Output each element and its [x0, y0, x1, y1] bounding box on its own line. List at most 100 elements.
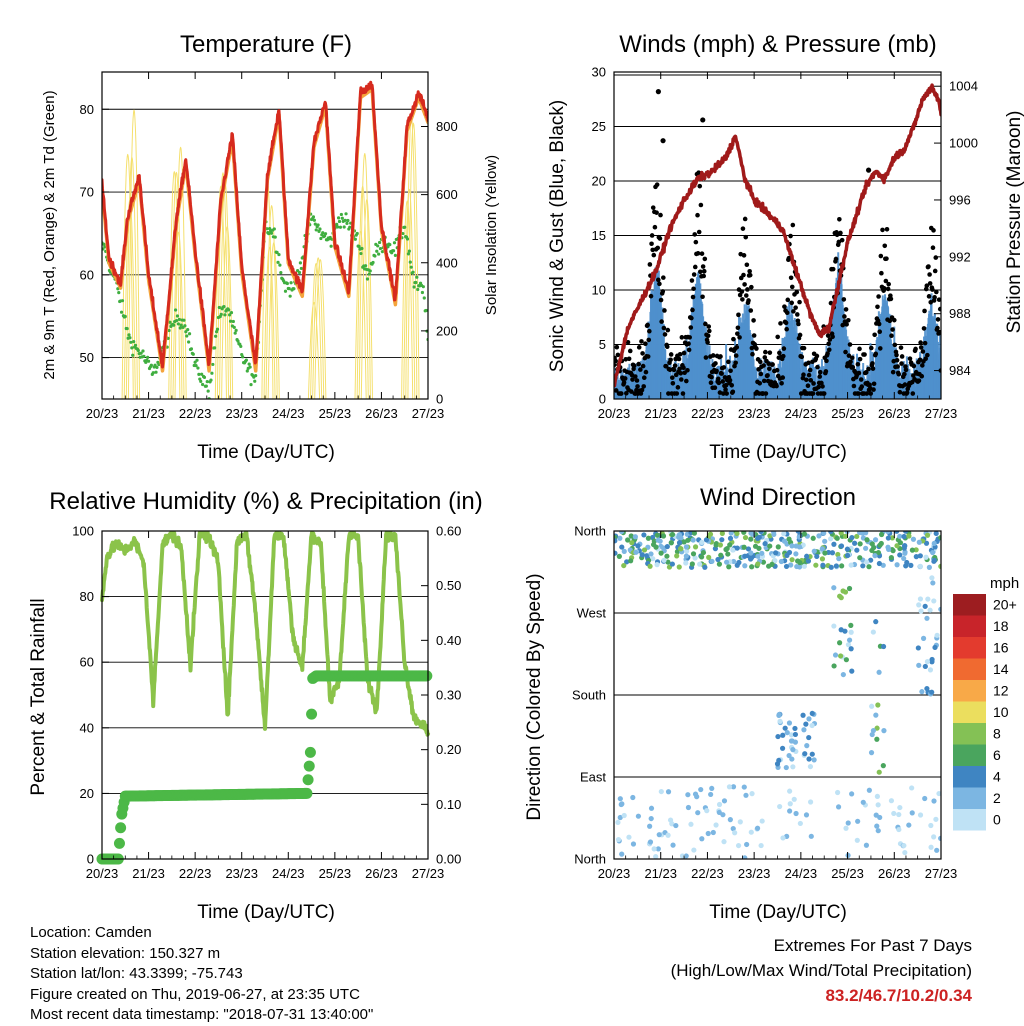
direction-point [647, 563, 653, 569]
dewpoint-point [223, 313, 227, 317]
dewpoint-point [227, 308, 231, 312]
gust-point [761, 378, 767, 384]
gust-point [740, 226, 746, 231]
x-tick-label: 26/23 [365, 406, 398, 421]
direction-point [873, 712, 879, 718]
dewpoint-point [200, 372, 204, 376]
gust-point [706, 328, 712, 334]
gust-point [890, 369, 896, 375]
direction-point [804, 553, 810, 559]
gust-point [918, 340, 923, 345]
gust-point [882, 243, 888, 249]
gust-point [883, 278, 889, 284]
gust-point [655, 277, 661, 283]
humidity-axes: 20/23 21/23 22/23 23/23 24/23 25/23 26/23 27/23… [72, 524, 461, 882]
direction-point [889, 535, 895, 541]
legend-title: mph [990, 575, 1019, 592]
dewpoint-point [142, 354, 146, 358]
gust-point [910, 391, 916, 396]
direction-point [734, 531, 740, 537]
y-tick-label: 984 [949, 363, 971, 378]
precip-point [303, 760, 315, 772]
gust-point [899, 354, 905, 359]
direction-point [698, 786, 704, 793]
gust-point [696, 229, 702, 235]
direction-point [690, 551, 697, 557]
y-tick-label: 0.40 [436, 633, 461, 648]
y-tick-label: 50 [80, 350, 94, 365]
direction-plot-data [614, 531, 941, 859]
insolation-ylabel: Solar Insolation (Yellow) [483, 155, 500, 315]
direction-point [790, 764, 796, 770]
gust-point [634, 378, 640, 383]
gust-point [754, 346, 759, 351]
dewpoint-point [318, 227, 322, 231]
gust-point [626, 356, 632, 362]
gust-point [641, 375, 647, 381]
gust-point [751, 318, 756, 323]
direction-point [809, 751, 815, 757]
dewpoint-point [415, 275, 419, 279]
direction-point [691, 531, 698, 536]
legend-swatch [953, 809, 986, 831]
gust-point [687, 335, 692, 340]
gust-point [762, 355, 768, 360]
direction-point [744, 841, 750, 848]
direction-point [721, 839, 727, 845]
insolation-line [265, 205, 278, 399]
gust-point [814, 353, 820, 359]
gust-point [721, 391, 726, 396]
gust-point [747, 272, 753, 278]
gust-point [780, 375, 786, 380]
x-tick-label: 26/23 [365, 866, 398, 881]
direction-point [669, 561, 675, 567]
dewpoint-point [412, 285, 416, 289]
direction-point [860, 799, 866, 805]
direction-point [931, 540, 937, 547]
gust-outlier [700, 117, 706, 123]
direction-point [888, 554, 894, 561]
direction-point [772, 557, 778, 564]
direction-point [868, 750, 875, 756]
direction-point [896, 826, 902, 833]
dewpoint-point [210, 371, 214, 375]
gust-point [647, 328, 652, 334]
dewpoint-point [336, 216, 341, 220]
gust-point [817, 369, 823, 375]
direction-point [846, 585, 853, 592]
direction-title: Wind Direction [700, 484, 856, 511]
gust-point [916, 378, 922, 383]
temperature-xlabel: Time (Day/UTC) [197, 442, 335, 463]
direction-point [793, 810, 799, 817]
direction-point [708, 791, 714, 798]
direction-point [759, 550, 765, 556]
gust-point [654, 182, 660, 187]
dewpoint-point [313, 222, 317, 226]
gust-point [856, 391, 861, 396]
direction-point [674, 553, 680, 559]
x-tick-label: 26/23 [878, 406, 911, 421]
direction-point [619, 544, 625, 550]
dewpoint-point [129, 340, 133, 344]
direction-point [863, 545, 869, 551]
direction-point [755, 553, 761, 559]
gust-point [902, 371, 907, 377]
gust-point [685, 368, 690, 373]
gust-point [668, 352, 674, 357]
direction-point [614, 538, 618, 544]
direction-point [727, 542, 733, 548]
y-tick-label: 0.60 [436, 524, 461, 539]
direction-point [695, 810, 701, 816]
y-tick-label: 60 [80, 655, 94, 670]
direction-point [897, 804, 903, 811]
gust-point [846, 318, 851, 323]
gust-point [614, 344, 620, 350]
gust-point [846, 353, 852, 358]
x-tick-label: 23/23 [225, 406, 258, 421]
direction-point [742, 563, 748, 569]
direction-point [645, 535, 651, 541]
gust-point [680, 391, 686, 396]
gust-point [922, 340, 928, 346]
direction-point [829, 550, 836, 556]
dewpoint-point [119, 310, 124, 314]
